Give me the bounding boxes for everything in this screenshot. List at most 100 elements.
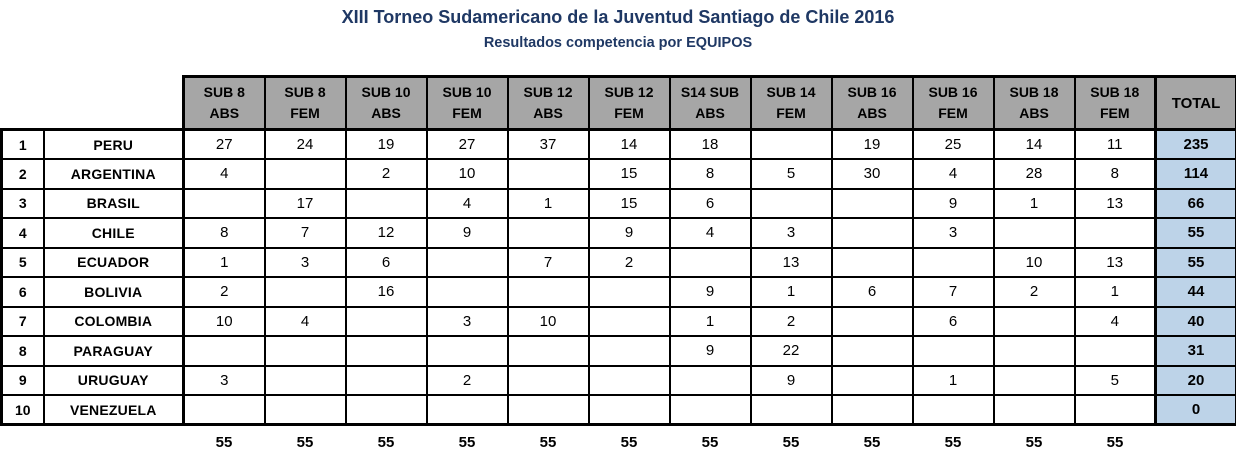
column-header-8: SUB 14 FEM (749, 75, 833, 131)
value-cell (1073, 217, 1157, 249)
value-cell (506, 394, 590, 426)
column-header-line2: FEM (1099, 105, 1130, 121)
column-header-line2: FEM (614, 105, 644, 121)
column-header-line1: S14 SUB (680, 84, 740, 100)
value-cell (749, 187, 833, 219)
rank-cell: 7 (0, 305, 45, 337)
table-row: 6 BOLIVIA 2 16 9 1 6 7 2 1 44 (0, 276, 1236, 308)
value-cell: 30 (830, 158, 914, 190)
column-header-11: SUB 18 ABS (992, 75, 1076, 131)
column-sum-cell: 55 (345, 424, 427, 459)
value-cell: 12 (344, 217, 428, 249)
value-cell (344, 305, 428, 337)
value-cell: 10 (506, 305, 590, 337)
column-header-line1: SUB 10 (361, 84, 411, 100)
country-cell: BOLIVIA (42, 276, 185, 308)
value-cell (425, 246, 509, 278)
column-sum-cell: 55 (1074, 424, 1156, 459)
value-cell: 18 (668, 128, 752, 160)
column-header-3: SUB 10 ABS (344, 75, 428, 131)
table-row: 7 COLOMBIA 10 4 3 10 1 2 6 4 40 (0, 305, 1236, 337)
column-header-2: SUB 8 FEM (263, 75, 347, 131)
total-cell: 20 (1154, 364, 1236, 396)
value-cell (263, 158, 347, 190)
column-header-line1: SUB 14 (766, 84, 816, 100)
country-cell: PARAGUAY (42, 335, 185, 367)
value-cell: 11 (1073, 128, 1157, 160)
table-row: 2 ARGENTINA 4 2 10 15 8 5 30 4 28 8 114 (0, 158, 1236, 190)
column-sum-cell: 55 (426, 424, 508, 459)
value-cell: 10 (425, 158, 509, 190)
value-cell: 3 (911, 217, 995, 249)
column-header-line1: SUB 12 (523, 84, 573, 100)
value-cell: 9 (668, 335, 752, 367)
rank-cell: 4 (0, 217, 45, 249)
column-header-line1: SUB 8 (284, 84, 326, 100)
value-cell: 19 (830, 128, 914, 160)
column-header-line1: SUB 16 (928, 84, 978, 100)
column-sum-cell: 55 (669, 424, 751, 459)
value-cell: 9 (425, 217, 509, 249)
value-cell: 27 (425, 128, 509, 160)
rank-cell: 3 (0, 187, 45, 219)
value-cell (749, 394, 833, 426)
table-body: 1 PERU 27 24 19 27 37 14 18 19 25 14 11 235 2 ARGENTINA… (0, 128, 1236, 426)
value-cell: 3 (749, 217, 833, 249)
value-cell (587, 276, 671, 308)
value-cell: 1 (668, 305, 752, 337)
value-cell: 3 (263, 246, 347, 278)
column-header-line2: FEM (938, 105, 968, 121)
column-header-line1: SUB 8 (203, 84, 245, 100)
rank-cell: 10 (0, 394, 45, 426)
value-cell: 17 (263, 187, 347, 219)
country-cell: CHILE (42, 217, 185, 249)
value-cell: 1 (992, 187, 1076, 219)
value-cell (1073, 394, 1157, 426)
value-cell (830, 217, 914, 249)
page-title: XIII Torneo Sudamericano de la Juventud … (341, 7, 895, 27)
value-cell: 1 (749, 276, 833, 308)
total-cell: 44 (1154, 276, 1236, 308)
table-row: 8 PARAGUAY 9 22 31 (0, 335, 1236, 367)
value-cell: 22 (749, 335, 833, 367)
table-row: 5 ECUADOR 1 3 6 7 2 13 10 13 55 (0, 246, 1236, 278)
value-cell: 4 (668, 217, 752, 249)
value-cell: 4 (911, 158, 995, 190)
value-cell: 9 (587, 217, 671, 249)
value-cell (830, 394, 914, 426)
value-cell (182, 187, 266, 219)
value-cell (344, 394, 428, 426)
value-cell (425, 394, 509, 426)
rank-cell: 6 (0, 276, 45, 308)
value-cell: 19 (344, 128, 428, 160)
rank-cell: 2 (0, 158, 45, 190)
column-sum-cell: 55 (264, 424, 346, 459)
column-header-5: SUB 12 ABS (506, 75, 590, 131)
value-cell (668, 394, 752, 426)
value-cell: 15 (587, 187, 671, 219)
value-cell: 13 (749, 246, 833, 278)
value-cell: 7 (263, 217, 347, 249)
column-header-6: SUB 12 FEM (587, 75, 671, 131)
value-cell (911, 335, 995, 367)
country-cell: ARGENTINA (42, 158, 185, 190)
rank-cell: 1 (0, 128, 45, 160)
total-cell: 31 (1154, 335, 1236, 367)
column-header-line2: ABS (857, 105, 887, 121)
column-header-line2: FEM (452, 105, 482, 121)
column-header-line2: ABS (533, 105, 563, 121)
value-cell (263, 276, 347, 308)
value-cell (668, 246, 752, 278)
value-cell (263, 394, 347, 426)
footer-spacer-rank (1, 424, 44, 459)
value-cell: 2 (749, 305, 833, 337)
country-cell: URUGUAY (42, 364, 185, 396)
column-header-line1: SUB 18 (1090, 84, 1140, 100)
header-spacer-country (43, 76, 184, 130)
value-cell: 37 (506, 128, 590, 160)
value-cell (344, 335, 428, 367)
column-sum-cell: 55 (912, 424, 994, 459)
value-cell (506, 217, 590, 249)
column-header-9: SUB 16 ABS (830, 75, 914, 131)
value-cell: 10 (182, 305, 266, 337)
